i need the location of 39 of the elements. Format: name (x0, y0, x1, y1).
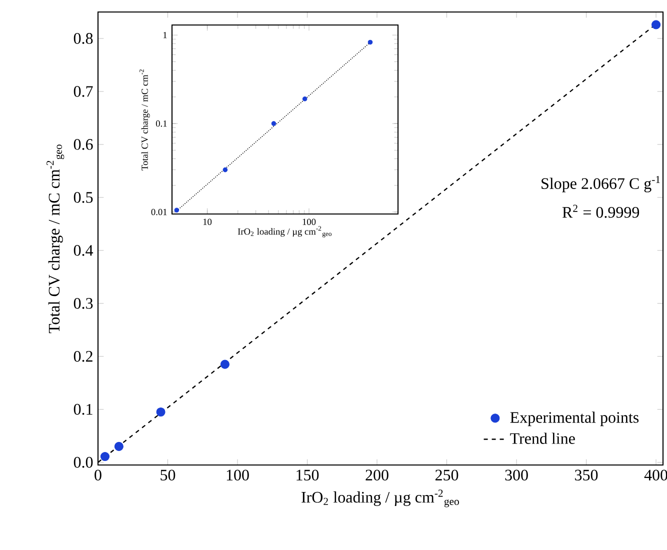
y-tick-label: 0.4 (74, 244, 94, 256)
point (222, 167, 228, 172)
y-axis-title: Total CV charge / mC cm$^{-2}$ (139, 69, 150, 170)
y-tick-label: 0.01 (151, 208, 167, 216)
annotation: R$^{2}$ = 0.9999 (562, 204, 640, 218)
y-tick-label: 0.8 (74, 33, 93, 44)
x-tick-label: 10 (203, 218, 212, 225)
y-tick-label: 0.2 (74, 350, 92, 362)
legend-label: Trend line (510, 432, 575, 444)
point (220, 360, 230, 369)
point (271, 121, 276, 126)
x-tick-label: 0 (94, 470, 102, 480)
annotation: Slope 2.0667 C g$^{-1}$ (542, 176, 660, 192)
x-tick-label: 200 (366, 470, 388, 480)
x-tick-label: 100 (302, 218, 316, 225)
x-tick-label: 250 (435, 470, 458, 480)
y-tick-label: 0.1 (156, 120, 167, 127)
y-tick-label: 0.1 (74, 404, 92, 415)
y-tick-label: 1 (163, 32, 167, 38)
point (651, 20, 661, 30)
y-tick-label: 0.7 (74, 86, 93, 97)
point (100, 452, 110, 462)
point (368, 40, 373, 45)
y-axis-title: Total CV charge / mC cm$^{-2}$geo (46, 144, 64, 334)
point (174, 208, 180, 213)
point (156, 407, 166, 417)
legend-label: Experimental points (510, 412, 639, 426)
x-tick-label: 150 (296, 470, 319, 480)
y-tick-label: 0.3 (74, 298, 93, 309)
x-tick-label: 300 (505, 470, 528, 480)
x-tick-label: 400 (644, 470, 667, 480)
y-tick-label: 0.0 (74, 456, 93, 468)
x-tick-label: 100 (226, 470, 249, 480)
x-tick-label: 50 (160, 470, 176, 480)
point (114, 442, 124, 451)
x-axis-title: IrO$_{2}$ loading / µg cm$^{-2}$geo (302, 490, 459, 508)
y-tick-label: 0.5 (74, 192, 93, 203)
y-tick-label: 0.6 (74, 139, 93, 150)
x-tick-label: 350 (575, 470, 598, 480)
